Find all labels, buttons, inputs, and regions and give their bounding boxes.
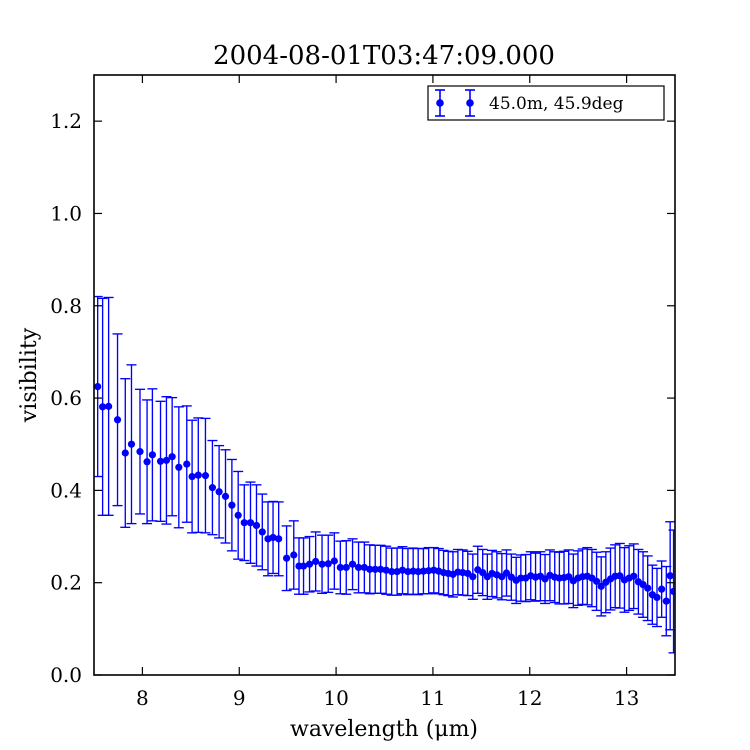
data-point	[258, 528, 266, 536]
data-point	[616, 572, 624, 580]
data-point	[156, 457, 165, 465]
data-point	[414, 568, 422, 576]
data-point	[336, 563, 344, 572]
data-point	[228, 501, 236, 509]
data-point	[240, 519, 248, 527]
data-point	[630, 572, 638, 580]
data-point	[215, 488, 223, 496]
data-point	[188, 472, 196, 481]
y-tick-label: 0.6	[50, 386, 82, 410]
legend-marker-2	[466, 99, 474, 107]
data-point	[318, 560, 326, 568]
chart-title: 2004-08-01T03:47:09.000	[213, 41, 555, 71]
y-tick-label: 0.8	[50, 294, 82, 318]
legend-marker-sample-2	[465, 89, 475, 117]
data-point	[348, 560, 357, 568]
data-point	[208, 484, 217, 492]
data-point	[127, 440, 136, 448]
data-point	[330, 557, 338, 565]
data-point	[404, 568, 412, 576]
data-point	[148, 451, 156, 459]
data-point	[201, 472, 210, 480]
data-point	[653, 593, 661, 602]
data-point	[502, 569, 511, 577]
x-tick-label: 13	[614, 686, 639, 710]
data-point	[105, 402, 113, 410]
data-point	[479, 568, 487, 577]
y-tick-label: 0.0	[50, 663, 82, 687]
plot-frame	[93, 74, 676, 676]
data-point	[175, 463, 183, 471]
data-point	[168, 453, 176, 461]
legend-marker-1	[436, 99, 444, 107]
data-point	[662, 597, 670, 605]
y-tick-label: 1.2	[50, 109, 82, 133]
data-point	[393, 568, 401, 576]
data-point	[290, 551, 298, 559]
data-point	[382, 566, 390, 574]
data-point	[275, 535, 283, 543]
data-point	[94, 382, 102, 391]
legend-label: 45.0m, 45.9deg	[489, 94, 624, 114]
data-point	[371, 565, 379, 573]
data-point	[283, 554, 291, 562]
y-tick-label: 0.4	[50, 478, 82, 502]
data-point	[666, 572, 674, 580]
y-tick-label: 0.2	[50, 571, 82, 595]
data-point	[121, 449, 129, 457]
legend: 45.0m, 45.9deg	[427, 85, 665, 121]
data-point	[360, 563, 368, 572]
data-point	[269, 533, 277, 542]
data-point	[658, 585, 666, 593]
data-point	[113, 416, 122, 424]
x-tick-label: 8	[136, 686, 149, 710]
data-point	[234, 511, 242, 519]
data-point	[366, 565, 374, 573]
data-point	[183, 460, 191, 468]
y-tick-label: 1.0	[50, 201, 82, 225]
data-point	[354, 563, 363, 572]
data-point	[305, 560, 314, 568]
data-point	[398, 566, 407, 574]
data-point	[469, 573, 477, 581]
data-point	[388, 568, 396, 576]
series-group	[94, 295, 675, 654]
x-axis-label: wavelength (μm)	[290, 717, 478, 742]
data-point	[252, 521, 261, 530]
y-axis-label: visibility	[17, 327, 42, 423]
data-point	[592, 577, 601, 585]
data-point	[246, 519, 255, 527]
data-point	[194, 471, 202, 479]
x-tick-label: 11	[420, 686, 445, 710]
data-point	[669, 587, 675, 596]
data-point	[377, 565, 385, 573]
data-point	[324, 560, 332, 568]
plot-content	[94, 295, 675, 654]
x-tick-label: 12	[517, 686, 542, 710]
x-tick-label: 9	[233, 686, 246, 710]
data-point	[162, 456, 171, 464]
data-point	[565, 573, 573, 581]
data-point	[136, 448, 144, 456]
data-point	[99, 403, 107, 411]
data-point	[644, 584, 652, 592]
x-tick-label: 10	[323, 686, 348, 710]
tick-group: 8 9 10 11 12 13 0.0 0.2 0.4 0.6 0.8 1.0 1.2	[50, 75, 675, 710]
data-point	[597, 582, 605, 590]
data-point	[342, 563, 350, 572]
legend-marker-sample-1	[435, 89, 445, 117]
data-point	[221, 492, 230, 500]
data-point	[312, 557, 320, 566]
data-point	[419, 567, 428, 575]
data-point	[299, 562, 308, 570]
data-point	[143, 458, 151, 466]
